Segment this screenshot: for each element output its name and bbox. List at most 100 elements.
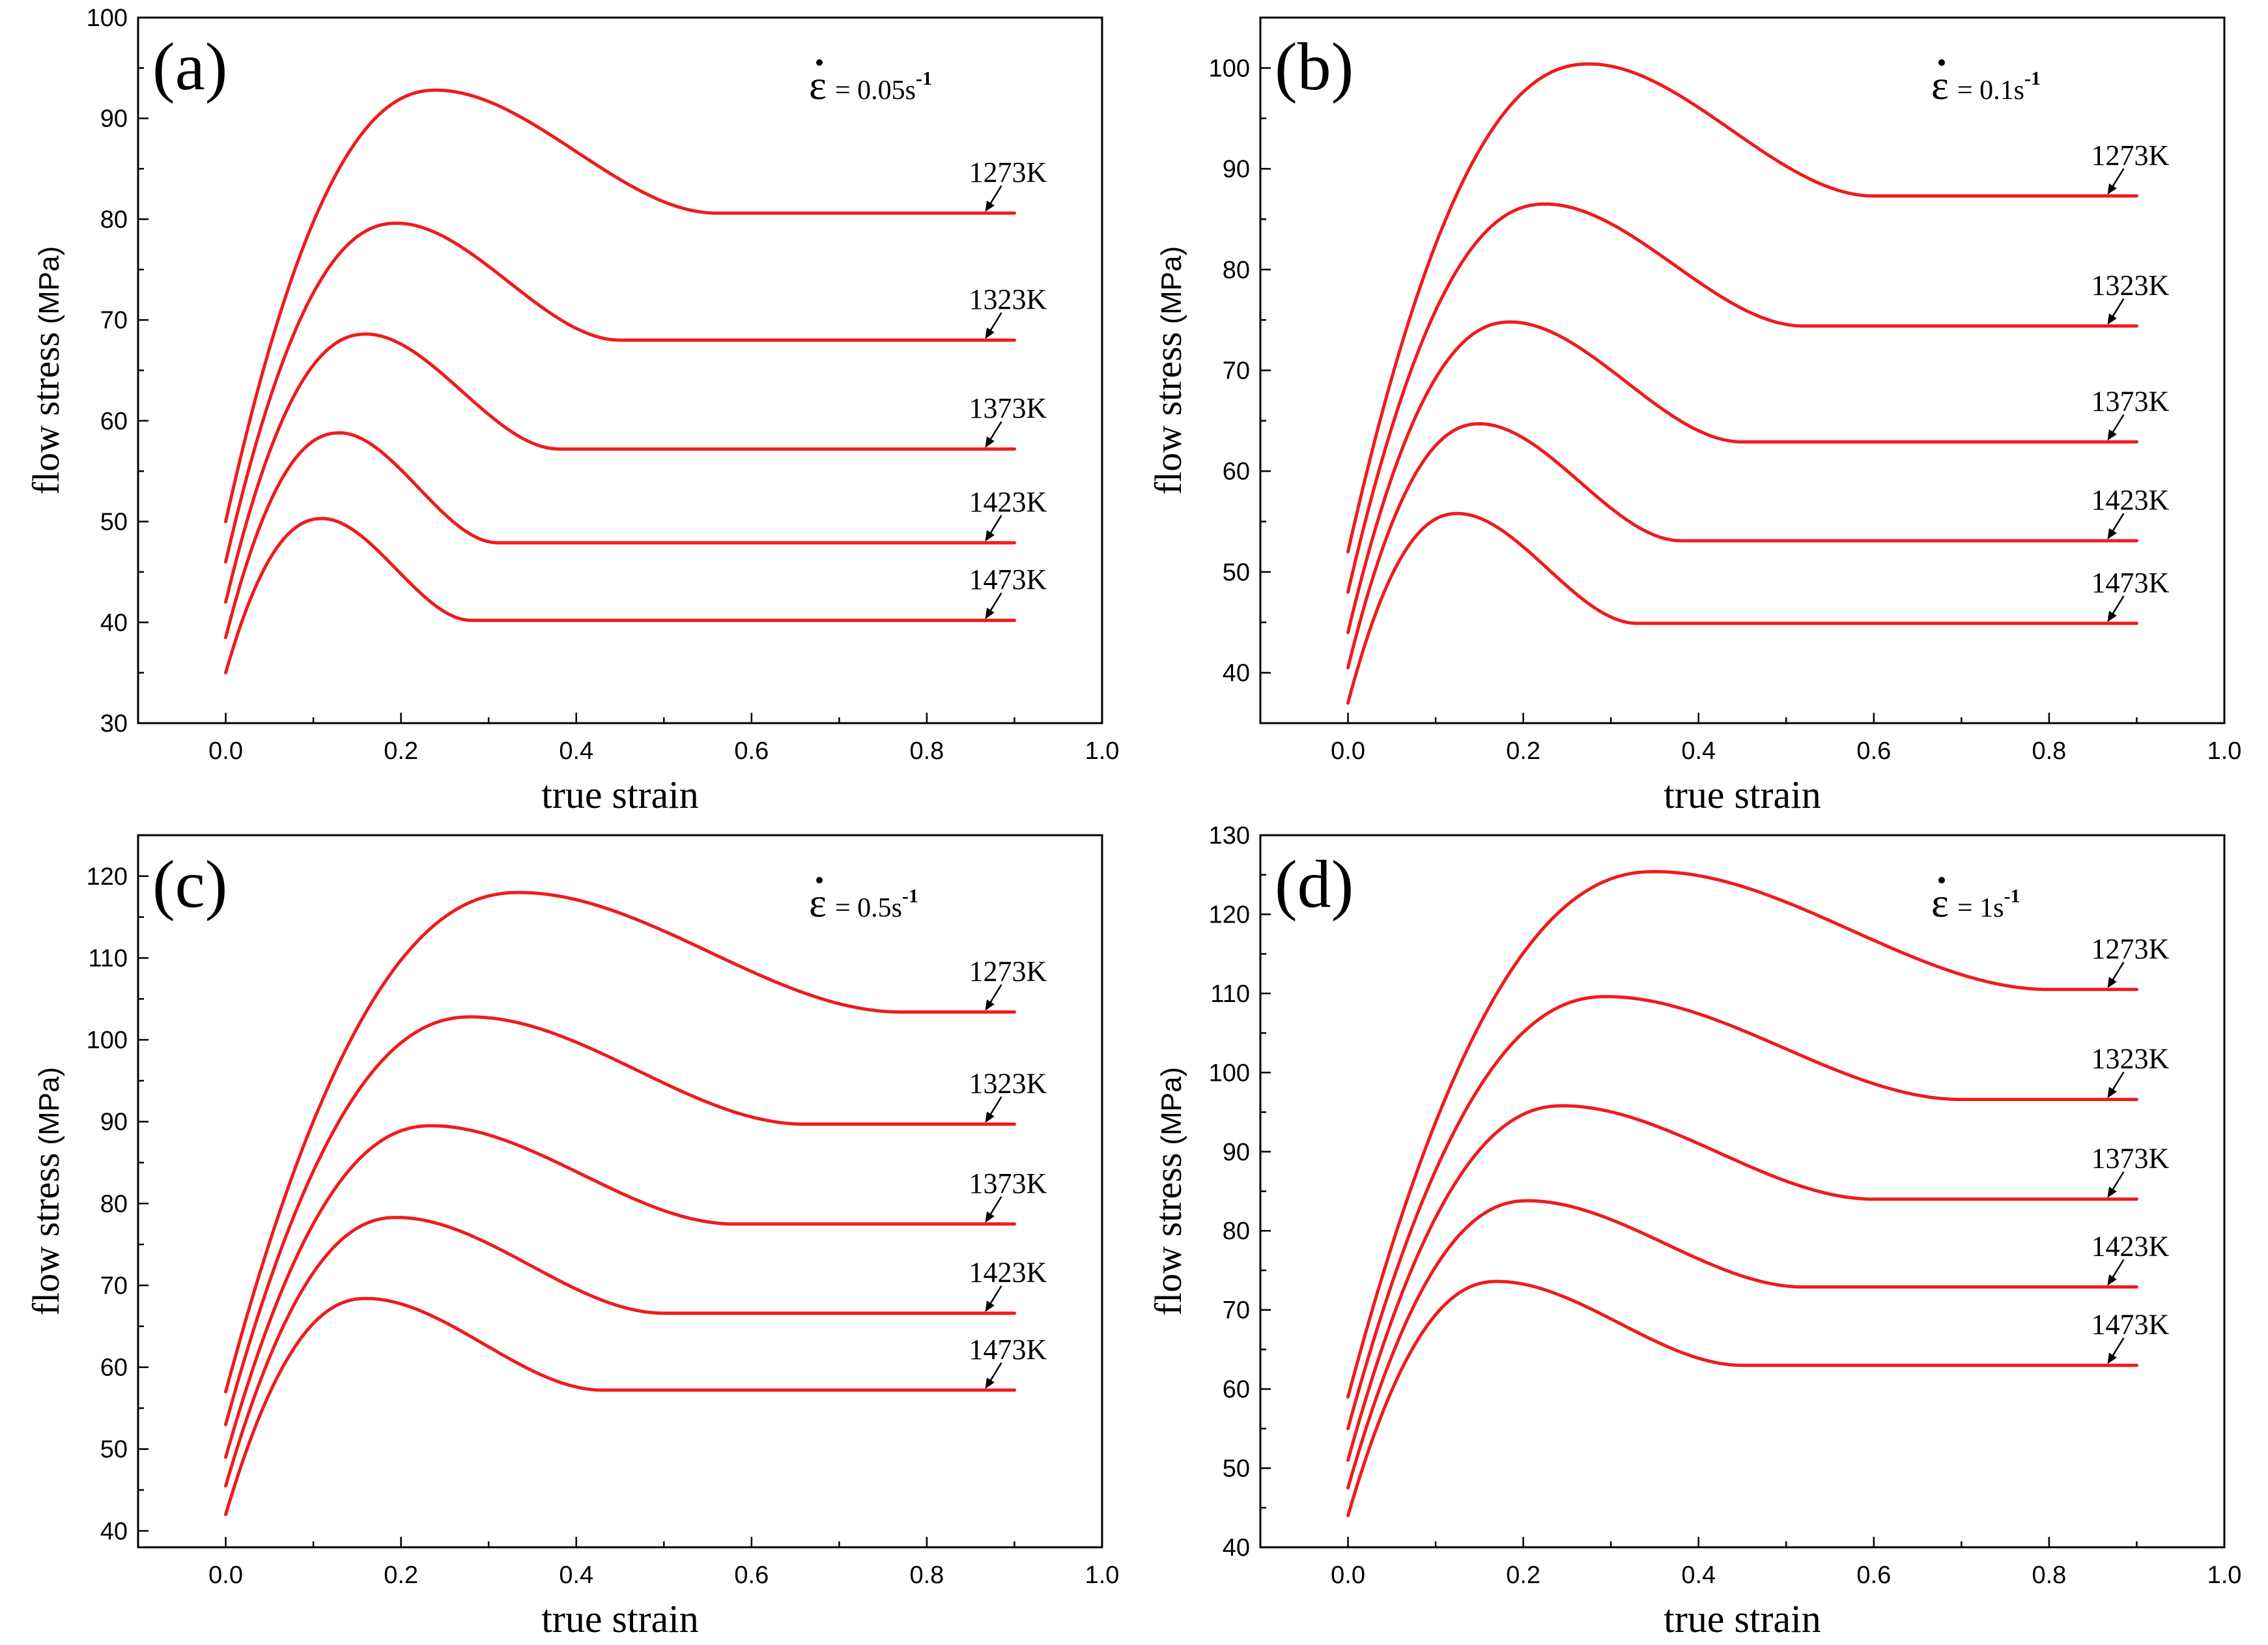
strain-rate-dot: [816, 877, 823, 883]
strain-rate-label: = 0.05s-1: [835, 68, 932, 106]
y-tick-label: 100: [1209, 1059, 1250, 1087]
series-line-1423K: [224, 1216, 1016, 1488]
label-arrow-head: [2107, 313, 2117, 325]
y-tick-label: 40: [1223, 660, 1250, 687]
plot-frame: [137, 834, 1103, 1549]
series-line-1273K: [1346, 870, 2138, 1399]
panel-label: (c): [152, 847, 227, 922]
series-label-1273K: 1273K: [969, 156, 1047, 188]
series-line-1473K: [1346, 511, 2138, 705]
strain-rate-label: = 0.1s-1: [1957, 68, 2041, 106]
label-arrow-head: [985, 1300, 995, 1312]
series-label-1373K: 1373K: [969, 392, 1047, 424]
y-tick-label: 90: [100, 106, 128, 133]
y-tick-label: 120: [87, 863, 128, 891]
label-arrow-head: [985, 1111, 995, 1123]
strain-rate-dot: [816, 59, 823, 66]
series-line-1423K: [224, 431, 1016, 639]
series-line-1323K: [224, 1015, 1016, 1427]
panel-a: 0.0 0.2 0.4 0.6 0.8 1.0 30 40 50 60 70 80 90 100 true …: [25, 5, 1119, 816]
x-axis-title: true strain: [541, 1597, 699, 1640]
strain-rate-exponent: -1: [902, 885, 918, 907]
x-tick-label: 0.0: [208, 737, 243, 765]
y-tick-label: 120: [1209, 901, 1250, 928]
strain-rate-value: = 1s: [1957, 893, 2004, 923]
y-tick-label: 60: [1223, 458, 1250, 485]
strain-rate-value: = 0.05s: [835, 76, 916, 106]
y-axis-title-main: flow stress: [1147, 332, 1189, 495]
y-tick-label: 70: [1223, 1297, 1250, 1324]
label-arrow-head: [2107, 183, 2117, 195]
x-tick-label: 0.8: [2032, 1562, 2066, 1589]
y-tick-label: 60: [100, 408, 128, 435]
x-tick-label: 0.8: [909, 737, 944, 765]
y-tick-label: 60: [100, 1354, 128, 1382]
y-axis-title: flow stress (MPa): [1147, 1067, 1189, 1315]
y-tick-label: 40: [100, 609, 128, 637]
panel-label: (b): [1275, 29, 1354, 104]
panel-c: 0.0 0.2 0.4 0.6 0.8 1.0 40 50 60 70 80 90 100 110 120 t…: [25, 834, 1120, 1640]
series-label-1323K: 1323K: [969, 1067, 1047, 1099]
y-tick-label: 100: [87, 5, 128, 32]
series-label-1373K: 1373K: [2091, 1143, 2169, 1175]
x-tick-label: 0.2: [1506, 1562, 1540, 1589]
strain-rate-label: = 0.5s-1: [835, 885, 918, 923]
y-axis-title-main: flow stress: [1147, 1153, 1189, 1316]
series-line-1273K: [224, 88, 1016, 524]
x-tick-label: 0.6: [734, 737, 769, 765]
x-tick-label: 0.0: [1331, 737, 1365, 765]
y-tick-label: 60: [1223, 1376, 1250, 1403]
y-tick-label: 80: [100, 206, 128, 233]
strain-rate-dot: [1938, 877, 1945, 883]
x-tick-label: 1.0: [2207, 1562, 2242, 1589]
strain-rate-symbol: ε: [809, 880, 827, 926]
y-tick-label: 80: [1223, 1218, 1250, 1245]
x-tick-label: 0.4: [559, 1562, 593, 1589]
x-tick-label: 1.0: [1085, 1562, 1120, 1589]
x-axis-title: true strain: [1664, 1597, 1821, 1640]
x-tick-label: 0.0: [208, 1562, 243, 1589]
series-line-1373K: [224, 332, 1016, 604]
series-label-1273K: 1273K: [969, 955, 1047, 987]
y-tick-label: 90: [100, 1109, 128, 1136]
series-line-1323K: [224, 222, 1016, 564]
series-label-1273K: 1273K: [2091, 933, 2169, 965]
y-tick-label: 40: [100, 1518, 128, 1545]
y-tick-label: 130: [1209, 822, 1250, 850]
series-label-1473K: 1473K: [2091, 567, 2169, 599]
x-tick-label: 0.4: [559, 737, 593, 765]
strain-rate-dot: [1938, 59, 1945, 66]
y-tick-label: 50: [1223, 1455, 1250, 1483]
series-label-1423K: 1423K: [2091, 484, 2169, 516]
label-arrow-head: [985, 1377, 995, 1389]
label-arrow-head: [985, 436, 995, 448]
label-arrow-head: [2107, 977, 2117, 988]
label-arrow-head: [985, 327, 995, 339]
strain-rate-exponent: -1: [2024, 68, 2041, 89]
panel-d: 0.0 0.2 0.4 0.6 0.8 1.0 40 50 60 70 80 90 100 110 120 1…: [1147, 822, 2241, 1640]
y-tick-label: 70: [100, 307, 128, 334]
panel-label: (a): [152, 29, 227, 104]
y-axis-title: flow stress (MPa): [25, 246, 67, 494]
x-tick-label: 0.6: [1856, 1562, 1891, 1589]
label-arrow-head: [2107, 1274, 2117, 1286]
series-line-1273K: [224, 891, 1016, 1394]
y-axis-title: flow stress (MPa): [25, 1067, 67, 1315]
series-line-1373K: [1346, 320, 2138, 635]
y-tick-label: 80: [1223, 257, 1250, 284]
y-axis-title-main: flow stress: [25, 332, 67, 495]
y-axis-title: flow stress (MPa): [1147, 246, 1189, 494]
series-line-1323K: [1346, 995, 2138, 1431]
label-arrow-head: [985, 530, 995, 542]
x-tick-label: 0.2: [384, 737, 418, 765]
x-axis-title: true strain: [541, 773, 699, 816]
series-line-1373K: [224, 1124, 1016, 1459]
label-arrow-head: [2107, 1186, 2117, 1198]
series-label-1323K: 1323K: [2091, 269, 2169, 301]
series-label-1473K: 1473K: [2091, 1309, 2169, 1341]
y-tick-label: 50: [1223, 559, 1250, 586]
y-axis-title-main: flow stress: [25, 1153, 67, 1316]
panel-label: (d): [1275, 847, 1354, 922]
